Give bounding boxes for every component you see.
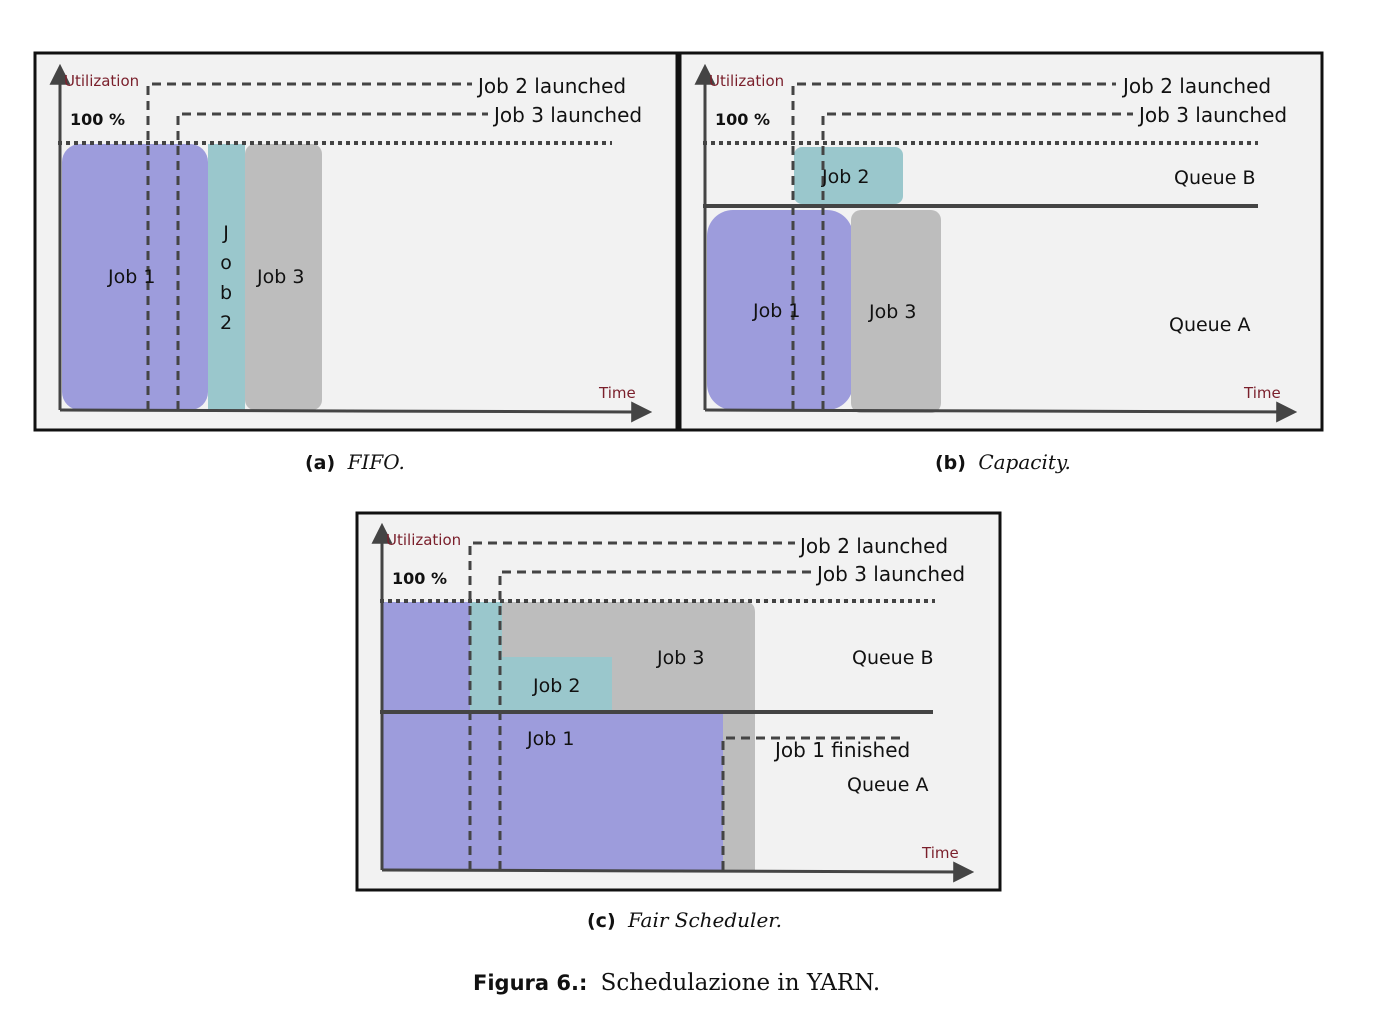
axis-x-label: Time xyxy=(598,384,636,402)
x-axis xyxy=(704,401,1298,423)
axis-y-label: Utilization xyxy=(386,531,461,549)
pct-label: 100 % xyxy=(70,110,125,129)
figure-title-text: Schedulazione in YARN. xyxy=(601,970,881,996)
job2-block xyxy=(208,144,245,410)
panel-fifo: Utilization Time 100 % Job 2 launched Jo… xyxy=(33,51,679,432)
queue-b-label: Queue B xyxy=(1174,167,1256,189)
job3-launched-label: Job 3 launched xyxy=(492,103,642,127)
caption-c-tag: (c) xyxy=(587,910,616,932)
job3-label: Job 3 xyxy=(656,647,704,669)
job2-block xyxy=(794,147,903,204)
queue-a-label: Queue A xyxy=(847,774,928,796)
job2-vertical-2: 2 xyxy=(220,312,232,334)
axis-x-label: Time xyxy=(1243,384,1281,402)
job1-finished-label: Job 1 finished xyxy=(773,738,910,762)
job1-label: Job 1 xyxy=(752,300,800,322)
job1-block xyxy=(383,602,470,870)
job2-launched-label: Job 2 launched xyxy=(1121,74,1271,98)
panel-fair: Utilization Time 100 % Job 2 launched Jo… xyxy=(355,511,1002,892)
job2-launched-label: Job 2 launched xyxy=(798,534,948,558)
figure-title: Figura 6.: Schedulazione in YARN. xyxy=(473,970,880,996)
caption-a-text: FIFO. xyxy=(347,450,405,474)
axis-x-label: Time xyxy=(921,844,959,862)
job3-launch-marker xyxy=(821,112,1133,410)
x-axis xyxy=(381,861,975,883)
job2-vertical-b: b xyxy=(220,282,232,304)
job1-label: Job 1 xyxy=(107,266,155,288)
job2-block xyxy=(470,602,502,713)
job3-block xyxy=(851,210,941,413)
queue-b-label: Queue B xyxy=(852,647,934,669)
job3-block xyxy=(245,144,322,410)
job2-label: Job 2 xyxy=(821,166,869,188)
job3-launched-label: Job 3 launched xyxy=(815,562,965,586)
axis-y-label: Utilization xyxy=(709,72,784,90)
job3-label: Job 3 xyxy=(868,301,916,323)
caption-c-text: Fair Scheduler. xyxy=(627,908,782,932)
caption-a-tag: (a) xyxy=(305,452,335,474)
pct-label: 100 % xyxy=(392,569,447,588)
caption-b: (b) Capacity. xyxy=(935,450,1071,474)
job2-label: Job 2 xyxy=(532,675,580,697)
x-axis xyxy=(59,401,653,423)
job1-block xyxy=(62,144,208,410)
figure-label: Figura 6.: xyxy=(473,971,587,995)
job1-label: Job 1 xyxy=(526,728,574,750)
caption-b-text: Capacity. xyxy=(978,450,1071,474)
job2-launched-label: Job 2 launched xyxy=(476,74,626,98)
job1-block-lower xyxy=(470,713,723,870)
axis-y-label: Utilization xyxy=(64,72,139,90)
job2-launch-marker xyxy=(146,82,472,410)
panel-capacity: Utilization Time 100 % Job 2 launched Jo… xyxy=(678,51,1324,432)
job3-label: Job 3 xyxy=(256,266,304,288)
caption-a: (a) FIFO. xyxy=(305,450,405,474)
job2-launch-marker xyxy=(468,541,795,870)
caption-b-tag: (b) xyxy=(935,452,966,474)
job2-vertical-o: o xyxy=(220,252,232,274)
job3-launch-marker xyxy=(176,112,488,410)
job3-launched-label: Job 3 launched xyxy=(1137,103,1287,127)
queue-a-label: Queue A xyxy=(1169,314,1250,336)
job2-launch-marker xyxy=(791,82,1116,410)
job2-vertical-j: J xyxy=(222,222,229,244)
pct-label: 100 % xyxy=(715,110,770,129)
caption-c: (c) Fair Scheduler. xyxy=(587,908,782,932)
job1-block xyxy=(707,210,853,410)
job2-block-share xyxy=(502,657,612,713)
